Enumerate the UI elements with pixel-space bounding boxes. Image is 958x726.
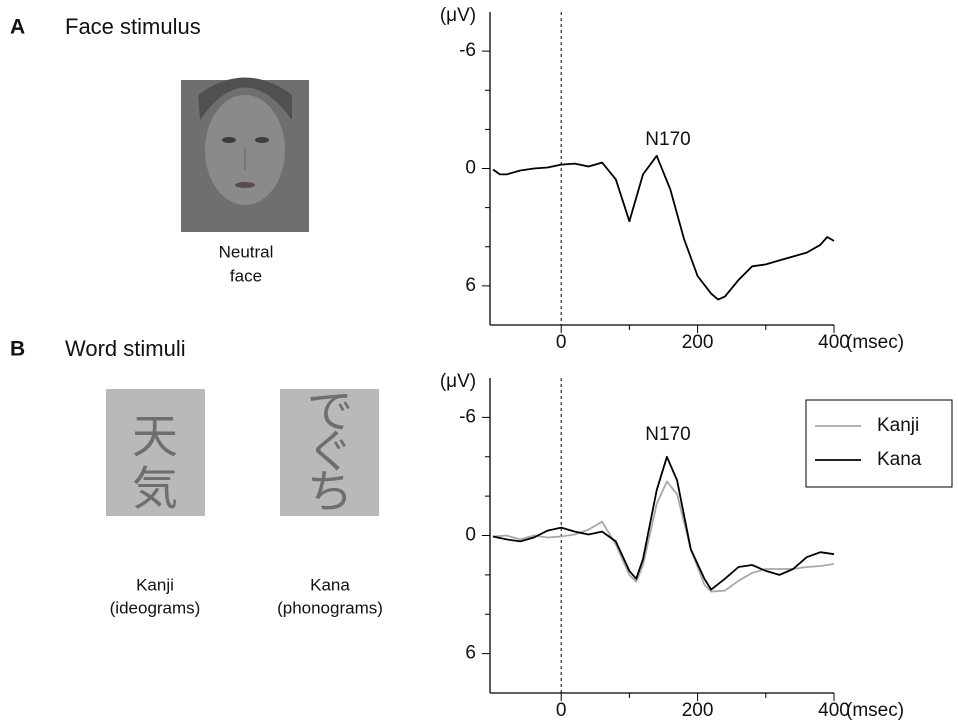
y-tick-label: 0 [465,158,476,179]
caption: (phonograms) [277,598,383,617]
glyph: 気 [132,462,178,516]
y-tick-label: 6 [465,643,476,664]
x-tick-label: 0 [556,700,567,721]
series-line [492,480,835,593]
x-tick-label: 0 [556,332,567,353]
stimulus-card [280,389,379,516]
caption: (ideograms) [110,598,201,617]
x-tick-label: 400 [818,332,850,353]
y-tick-label: 0 [465,525,476,546]
glyph: ぐ [307,425,353,479]
x-tick-label: 200 [682,332,714,353]
panel-letter: A [10,16,25,39]
y-tick-label: -6 [459,40,476,61]
caption: Kanji [136,575,174,594]
caption: Kana [310,575,350,594]
caption: face [230,266,262,285]
panel-letter: B [10,338,25,361]
series-line [492,455,835,591]
caption: Neutral [219,242,274,261]
series-line [492,154,835,301]
x-tick-label: 200 [682,700,714,721]
y-axis-label: (μV) [440,371,476,392]
face-photo [181,77,309,232]
glyph: で [307,385,353,439]
y-tick-label: 6 [465,275,476,296]
y-tick-label: -6 [459,406,476,427]
panel-title: Face stimulus [65,14,201,39]
annotation: N170 [645,424,690,445]
glyph: 天 [132,410,178,464]
stimulus-card [106,389,205,516]
panel-title: Word stimuli [65,336,186,361]
legend-box [805,399,953,488]
annotation: N170 [645,129,690,150]
y-axis-label: (μV) [440,5,476,26]
glyph: ち [307,465,353,519]
x-tick-label: 400 [818,700,850,721]
legend-label: Kanji [877,415,919,436]
legend-label: Kana [877,449,922,470]
x-axis-label: (msec) [846,332,904,353]
x-axis-label: (msec) [846,700,904,721]
